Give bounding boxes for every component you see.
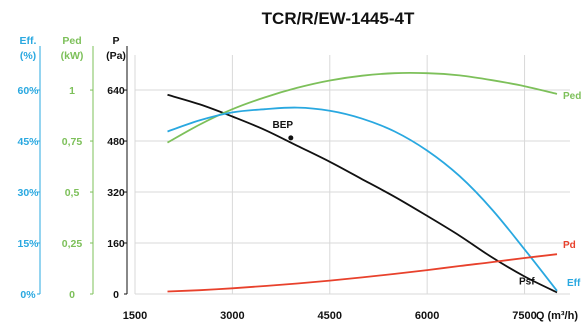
ped-tick-label: 0 xyxy=(69,289,75,301)
p-tick-label: 160 xyxy=(107,238,125,250)
eff-axis-header: Eff. xyxy=(20,35,37,47)
left-axes: Eff. (%) 0% 15% 30% 45% 60% Ped (kW) 0 0,25 0,5 0,75… xyxy=(17,35,128,301)
bep-label: BEP xyxy=(273,120,294,131)
p-tick-label: 640 xyxy=(107,85,125,97)
eff-axis-header: (%) xyxy=(20,50,36,62)
p-axis-header: (Pa) xyxy=(106,50,126,62)
x-axis: 1500 3000 4500 6000 7500 Q (m³/h) xyxy=(123,310,579,322)
series-line-ped xyxy=(167,71,558,144)
series-label-psf: Psf xyxy=(519,276,535,287)
p-tick-label: 0 xyxy=(113,289,119,301)
ped-axis-header: Ped xyxy=(62,35,81,47)
series-line-pd xyxy=(167,253,558,293)
ped-tick-label: 1 xyxy=(69,85,75,97)
ped-tick-label: 0,75 xyxy=(62,136,83,148)
series-label-eff: Eff xyxy=(567,278,581,289)
series-label-pd: Pd xyxy=(563,240,576,251)
eff-tick-label: 15% xyxy=(17,238,39,250)
x-axis-label: Q (m³/h) xyxy=(536,310,578,322)
ped-axis-header: (kW) xyxy=(61,50,84,62)
eff-tick-label: 45% xyxy=(17,136,39,148)
x-tick-label: 3000 xyxy=(220,310,244,322)
series-line-psf xyxy=(167,93,558,294)
series-line-eff xyxy=(167,106,558,292)
x-tick-label: 1500 xyxy=(123,310,147,322)
p-axis-header: P xyxy=(112,35,119,47)
series-group: Psf Ped Eff Pd xyxy=(167,71,581,294)
p-tick-label: 480 xyxy=(107,136,125,148)
eff-tick-label: 60% xyxy=(17,85,39,97)
gridlines xyxy=(134,55,570,295)
annotations: BEP xyxy=(273,120,294,141)
bep-marker xyxy=(288,135,294,141)
eff-tick-label: 0% xyxy=(20,289,36,301)
x-tick-label: 4500 xyxy=(318,310,342,322)
chart-title: TCR/R/EW-1445-4T xyxy=(262,9,415,28)
series-label-ped: Ped xyxy=(563,91,581,102)
ped-tick-label: 0,25 xyxy=(62,238,83,250)
x-tick-label: 6000 xyxy=(415,310,439,322)
x-tick-label: 7500 xyxy=(512,310,536,322)
ped-tick-label: 0,5 xyxy=(65,187,80,199)
eff-tick-label: 30% xyxy=(17,187,39,199)
p-tick-label: 320 xyxy=(107,187,125,199)
